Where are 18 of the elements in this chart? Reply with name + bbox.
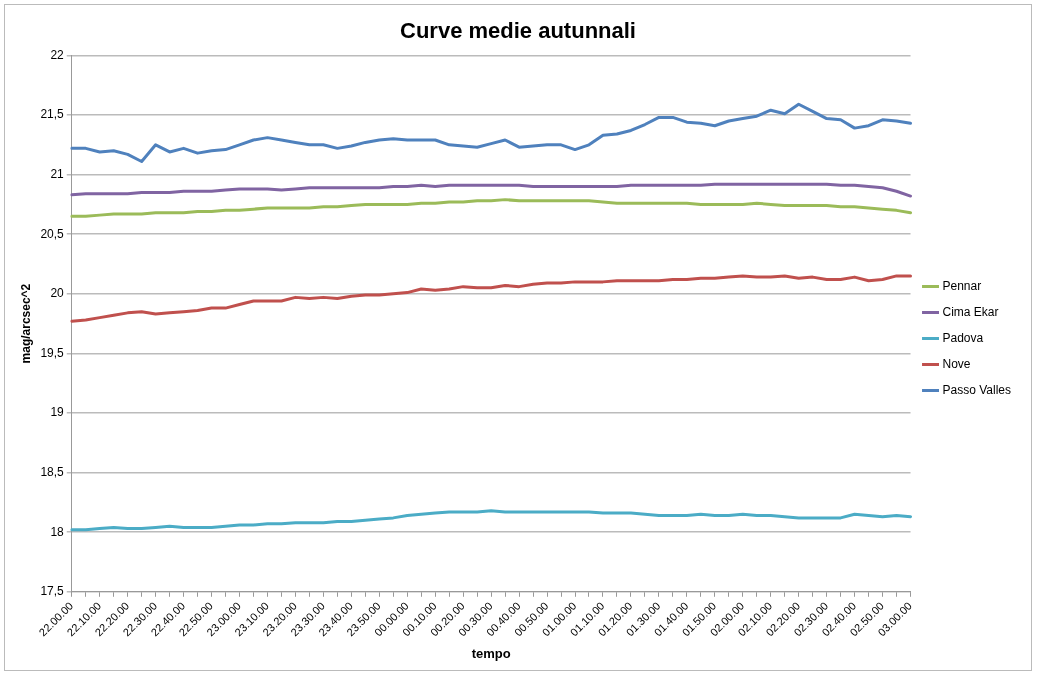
y-tick-label: 19 xyxy=(50,405,65,420)
y-tick-label: 18,5 xyxy=(40,464,65,479)
chart-title: Curve medie autunnali xyxy=(400,18,636,44)
y-axis-title: mag/arcsec^2 xyxy=(18,283,33,364)
y-tick-label: 22 xyxy=(50,47,65,62)
y-tick-label: 17,5 xyxy=(40,584,65,599)
y-tick-label: 18 xyxy=(50,524,65,539)
legend-label: Passo Valles xyxy=(942,382,1012,397)
y-tick-label: 20 xyxy=(50,286,65,301)
y-tick-label: 19,5 xyxy=(40,345,65,360)
legend-label: Nove xyxy=(942,356,971,371)
y-tick-label: 21,5 xyxy=(40,107,65,122)
legend-label: Cima Ekar xyxy=(942,304,999,319)
y-tick-label: 20,5 xyxy=(40,226,65,241)
legend-label: Pennar xyxy=(942,278,982,293)
legend-label: Padova xyxy=(942,330,984,345)
x-axis-title: tempo xyxy=(471,645,511,661)
y-tick-label: 21 xyxy=(50,166,65,181)
